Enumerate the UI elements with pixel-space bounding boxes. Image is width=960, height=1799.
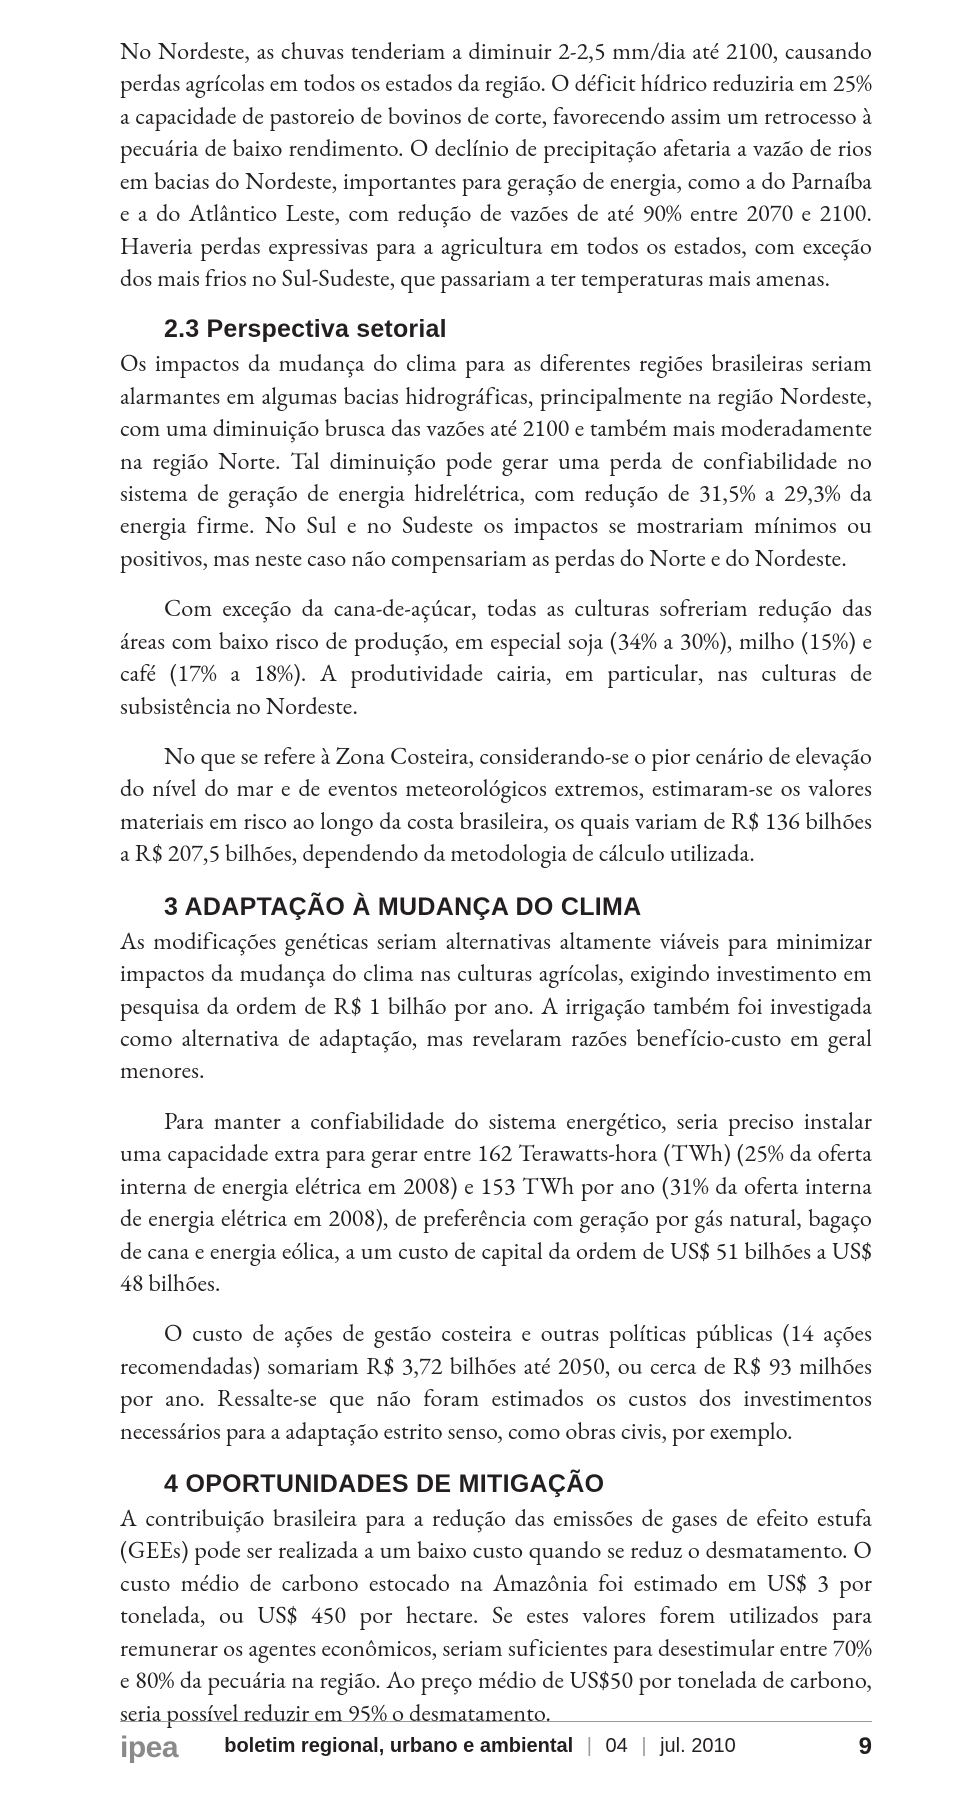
footer-title: boletim regional, urbano e ambiental — [224, 1735, 573, 1757]
footer-issue: 04 — [606, 1735, 628, 1757]
footer-separator-icon: | — [587, 1735, 592, 1758]
document-page: No Nordeste, as chuvas tenderiam a dimin… — [0, 0, 960, 1799]
heading-3: 3 ADAPTAÇÃO À MUDANÇA DO CLIMA — [164, 893, 872, 922]
heading-4: 4 OPORTUNIDADES DE MITIGAÇÃO — [164, 1470, 872, 1499]
footer-rule — [120, 1721, 872, 1722]
body-paragraph: No Nordeste, as chuvas tenderiam a dimin… — [120, 36, 872, 295]
body-paragraph: Os impactos da mudança do clima para as … — [120, 348, 872, 575]
body-paragraph: No que se refere à Zona Costeira, consid… — [120, 741, 872, 871]
body-paragraph: Para manter a confiabilidade do sistema … — [120, 1106, 872, 1301]
heading-2-3: 2.3 Perspectiva setorial — [164, 315, 872, 344]
page-footer: ipea boletim regional, urbano e ambienta… — [0, 1721, 960, 1765]
footer-center: boletim regional, urbano e ambiental | 0… — [0, 1735, 960, 1758]
body-paragraph: A contribuição brasileira para a redução… — [120, 1503, 872, 1730]
footer-separator-icon: | — [641, 1735, 646, 1758]
footer-date: jul. 2010 — [660, 1735, 736, 1757]
body-paragraph: As modificações genéticas seriam alterna… — [120, 926, 872, 1088]
page-number: 9 — [859, 1733, 872, 1761]
body-paragraph: O custo de ações de gestão costeira e ou… — [120, 1318, 872, 1448]
body-paragraph: Com exceção da cana-de-açúcar, todas as … — [120, 593, 872, 723]
